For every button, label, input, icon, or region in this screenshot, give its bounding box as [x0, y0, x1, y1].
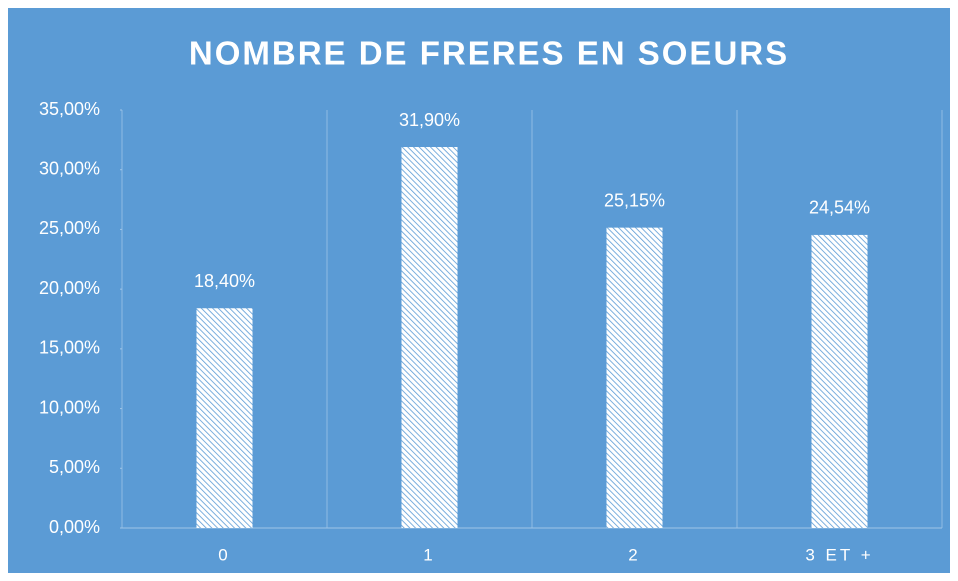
- data-label: 24,54%: [809, 198, 870, 218]
- x-tick-label: 1: [423, 545, 435, 564]
- x-tick-label: 0: [218, 545, 230, 564]
- bar: [196, 308, 253, 528]
- y-tick-label: 15,00%: [39, 338, 100, 358]
- bar: [606, 227, 663, 528]
- y-tick-label: 5,00%: [49, 457, 100, 477]
- chart-background: [8, 8, 950, 573]
- y-tick-label: 25,00%: [39, 218, 100, 238]
- data-label: 25,15%: [604, 190, 665, 210]
- y-tick-label: 20,00%: [39, 278, 100, 298]
- bar: [811, 234, 868, 528]
- x-tick-label: 3 ET +: [805, 545, 873, 564]
- data-label: 31,90%: [399, 110, 460, 130]
- x-tick-label: 2: [628, 545, 640, 564]
- bar: [401, 147, 458, 528]
- y-tick-label: 30,00%: [39, 158, 100, 178]
- chart-title: NOMBRE DE FRERES EN SOEURS: [189, 35, 789, 72]
- y-tick-label: 10,00%: [39, 397, 100, 417]
- y-tick-label: 0,00%: [49, 517, 100, 537]
- data-label: 18,40%: [194, 271, 255, 291]
- y-tick-label: 35,00%: [39, 99, 100, 119]
